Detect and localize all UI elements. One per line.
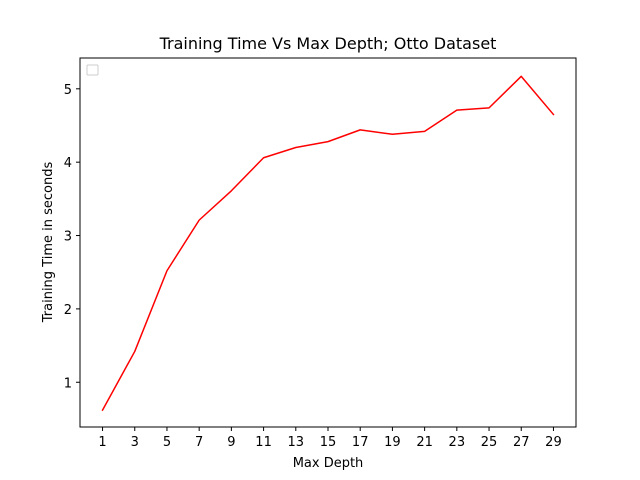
x-tick-label: 13 [288, 435, 305, 450]
x-axis-label: Max Depth [293, 456, 364, 471]
y-axis-ticks: 1 2 3 4 5 [64, 83, 80, 391]
chart-title: Training Time Vs Max Depth; Otto Dataset [159, 34, 497, 53]
y-tick-label: 1 [64, 376, 72, 391]
series-layer [101, 75, 555, 412]
x-tick-label: 3 [131, 435, 139, 450]
x-tick-label: 21 [416, 435, 433, 450]
x-tick-label: 5 [163, 435, 171, 450]
y-tick-label: 2 [64, 303, 72, 318]
y-axis-label: Training Time in seconds [41, 162, 56, 324]
legend [86, 64, 99, 76]
x-tick-label: 25 [481, 435, 498, 450]
x-tick-label: 11 [255, 435, 272, 450]
x-tick-label: 27 [513, 435, 530, 450]
x-tick-label: 15 [320, 435, 337, 450]
x-tick-label: 17 [352, 435, 369, 450]
y-tick-label: 4 [64, 156, 72, 171]
x-axis-ticks: 1 3 5 7 9 11 13 15 17 19 21 23 25 27 29 [98, 427, 562, 450]
x-tick-label: 23 [449, 435, 466, 450]
legend-box [86, 64, 99, 76]
y-tick-label: 3 [64, 230, 72, 245]
x-tick-label: 19 [384, 435, 401, 450]
x-tick-label: 7 [195, 435, 203, 450]
y-tick-label: 5 [64, 83, 72, 98]
x-tick-label: 1 [98, 435, 106, 450]
x-tick-label: 29 [545, 435, 562, 450]
x-tick-label: 9 [227, 435, 235, 450]
plot-area [80, 58, 576, 427]
